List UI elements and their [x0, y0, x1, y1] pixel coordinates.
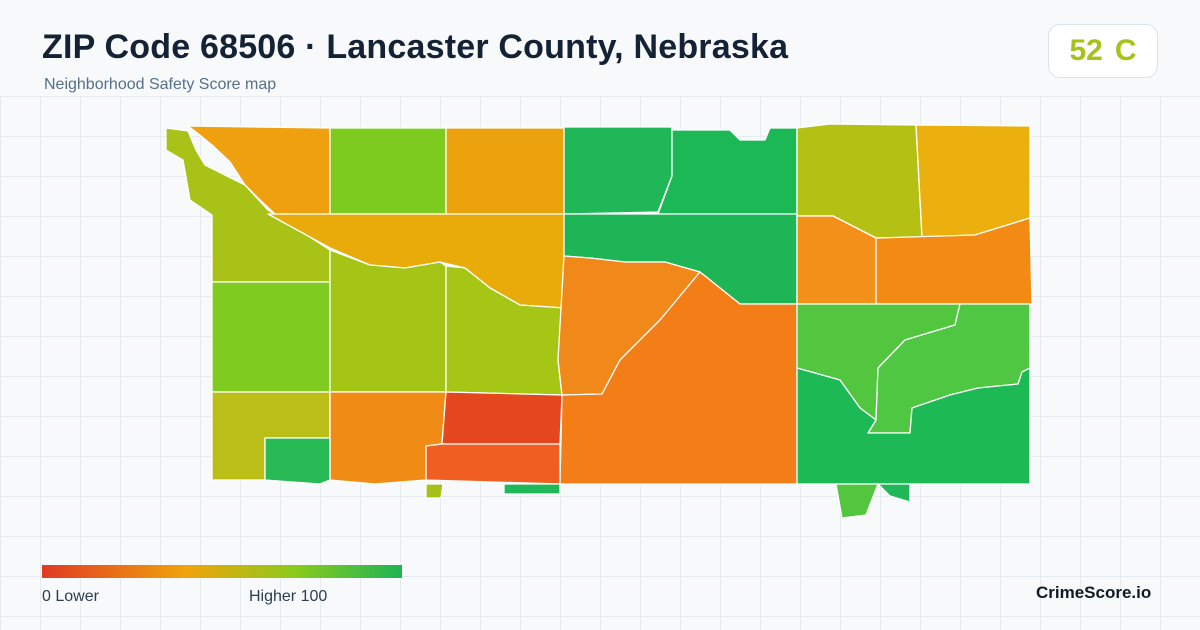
- region-south-notch-green[interactable]: [835, 483, 879, 519]
- safety-grade: C: [1114, 34, 1137, 67]
- region-north-dark-green-2[interactable]: [657, 127, 798, 215]
- region-north-orange-2[interactable]: [445, 127, 565, 215]
- region-tiny-green[interactable]: [503, 483, 561, 495]
- legend-min-label: 0 Lower: [42, 588, 99, 605]
- region-big-orange[interactable]: [559, 271, 798, 485]
- region-south-notch-dark[interactable]: [877, 483, 911, 503]
- region-red-block[interactable]: [441, 391, 563, 445]
- region-center-olive-1[interactable]: [329, 249, 447, 393]
- legend-max-label: Higher 100: [249, 588, 328, 605]
- region-ne-gold[interactable]: [915, 124, 1031, 238]
- region-se-dark-green[interactable]: [796, 367, 1031, 485]
- region-north-green-1[interactable]: [329, 127, 447, 215]
- page-title: ZIP Code 68506 · Lancaster County, Nebra…: [42, 28, 789, 66]
- region-tiny-olive[interactable]: [425, 483, 444, 499]
- brand-logo-text: CrimeScore.io: [1036, 583, 1152, 602]
- region-north-dark-green-1[interactable]: [563, 126, 673, 215]
- region-west-light-green[interactable]: [211, 281, 331, 393]
- region-sw-green-strip[interactable]: [264, 437, 331, 485]
- legend-color-scale: [42, 565, 402, 578]
- region-east-orange-b[interactable]: [875, 217, 1033, 305]
- score-badge: 52 C: [1048, 24, 1158, 78]
- safety-score-value: 52: [1069, 34, 1103, 67]
- region-orange-red-strip[interactable]: [425, 443, 561, 485]
- page-subtitle: Neighborhood Safety Score map: [44, 76, 277, 93]
